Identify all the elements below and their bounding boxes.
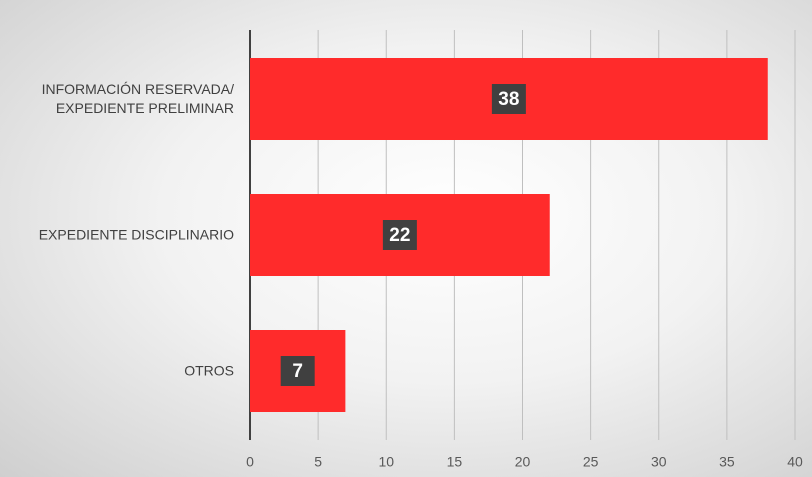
value-label-box	[382, 220, 417, 250]
y-tick-label: EXPEDIENTE DISCIPLINARIO	[38, 226, 234, 243]
x-tick-label: 20	[515, 454, 531, 470]
value-label: 7	[280, 356, 315, 386]
x-tick-label: 5	[314, 454, 322, 470]
x-tick-label: 0	[246, 454, 254, 470]
x-tick-label: 15	[447, 454, 463, 470]
value-label: 22	[382, 220, 417, 250]
x-tick-label: 25	[583, 454, 599, 470]
x-tick-label: 10	[378, 454, 394, 470]
x-tick-label: 30	[651, 454, 667, 470]
x-tick-label: 40	[787, 454, 803, 470]
value-label-text: 22	[389, 225, 410, 246]
value-label-text: 38	[498, 89, 519, 110]
x-tick-label: 35	[719, 454, 735, 470]
value-label: 38	[491, 84, 526, 114]
y-tick-label: INFORMACIÓN RESERVADA/ EXPEDIENTE PRELIM…	[41, 81, 234, 116]
value-label-text: 7	[292, 361, 303, 382]
y-tick-label: OTROS	[184, 362, 234, 379]
value-label-box	[280, 356, 315, 386]
value-label-box	[491, 84, 526, 114]
